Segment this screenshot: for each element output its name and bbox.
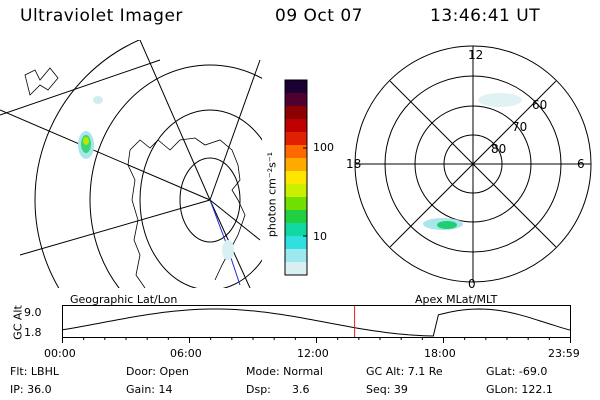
lat-ring	[179, 157, 241, 243]
coastline	[24, 67, 59, 96]
meridian-line	[139, 40, 211, 201]
colorbar-cell	[285, 106, 307, 120]
strip-ytick-bottom: 1.8	[24, 326, 42, 339]
colorbar-cell	[285, 184, 307, 198]
grid-line	[0, 59, 161, 116]
colorbar-cell	[285, 171, 307, 185]
time-label: 13:46:41 UT	[430, 6, 541, 26]
colorbar-cell	[285, 80, 307, 94]
colorbar-cell	[285, 132, 307, 146]
polar-diagonal	[389, 80, 557, 248]
ip-info: IP: 36.0	[10, 383, 52, 396]
date-label: 09 Oct 07	[275, 6, 363, 26]
gc-alt-info: GC Alt: 7.1 Re	[366, 365, 443, 378]
colorbar-tick-100: 100	[313, 141, 334, 154]
emission-patch	[83, 137, 89, 145]
coastline	[129, 137, 246, 281]
x-tick-1: 06:00	[170, 347, 202, 360]
colorbar-label: photon cm⁻²s⁻¹	[265, 151, 279, 238]
emission-patch	[93, 96, 103, 104]
lat-ring	[89, 64, 262, 288]
lat-ring	[34, 40, 141, 288]
colorbar-cell	[285, 93, 307, 107]
polar-label-top: 12	[468, 48, 484, 62]
strip-right-title: Apex MLat/MLT	[415, 293, 498, 306]
emission-patch	[222, 240, 234, 260]
x-tick-2: 12:00	[297, 347, 329, 360]
meridian-line	[19, 199, 211, 256]
door-info: Door: Open	[126, 365, 189, 378]
dsp-value: 3.6	[292, 383, 310, 396]
colorbar-cell	[285, 158, 307, 172]
lat-ring	[139, 109, 262, 288]
window-title: Ultraviolet Imager	[20, 6, 183, 26]
color-bar	[284, 79, 308, 276]
mode-info: Mode: Normal	[246, 365, 323, 378]
filter-info: Flt: LBHL	[10, 365, 59, 378]
colorbar-cell	[285, 249, 307, 263]
strip-left-title: Geographic Lat/Lon	[70, 293, 178, 306]
altitude-curve	[62, 308, 571, 337]
colorbar-cell	[285, 223, 307, 237]
glon-info: GLon: 122.1	[486, 383, 553, 396]
meridian-line	[209, 59, 261, 201]
polar-label-left: 18	[346, 157, 362, 171]
polar-label-bottom: 0	[468, 277, 476, 291]
emission-patch	[437, 221, 457, 229]
colorbar-cell	[285, 210, 307, 224]
colorbar-cell	[285, 145, 307, 159]
x-tick-0: 00:00	[44, 347, 76, 360]
gain-info: Gain: 14	[126, 383, 173, 396]
seq-info: Seq: 39	[366, 383, 408, 396]
polar-label-right: 6	[577, 157, 585, 171]
colorbar-cell	[285, 119, 307, 133]
colorbar-tick-10: 10	[313, 230, 327, 243]
polar-lat-60: 60	[532, 98, 548, 112]
polar-plot	[354, 45, 592, 283]
polar-lat-70: 70	[512, 120, 528, 134]
x-tick-4: 23:59	[548, 347, 580, 360]
coastline	[127, 149, 146, 288]
dsp-label: Dsp:	[246, 383, 271, 396]
orbit-track	[209, 199, 241, 286]
polar-lat-80: 80	[491, 142, 507, 156]
strip-ytick-top: 9.0	[24, 306, 42, 319]
geographic-map	[0, 40, 262, 288]
colorbar-cell	[285, 236, 307, 250]
x-tick-3: 18:00	[424, 347, 456, 360]
glat-info: GLat: -69.0	[486, 365, 548, 378]
meridian-line	[0, 109, 211, 201]
colorbar-cell	[285, 197, 307, 211]
meridian-line	[209, 199, 261, 241]
emission-patch	[478, 93, 522, 107]
strip-ylabel: GC Alt	[11, 305, 25, 340]
colorbar-cell	[285, 262, 307, 276]
altitude-strip	[62, 305, 571, 343]
